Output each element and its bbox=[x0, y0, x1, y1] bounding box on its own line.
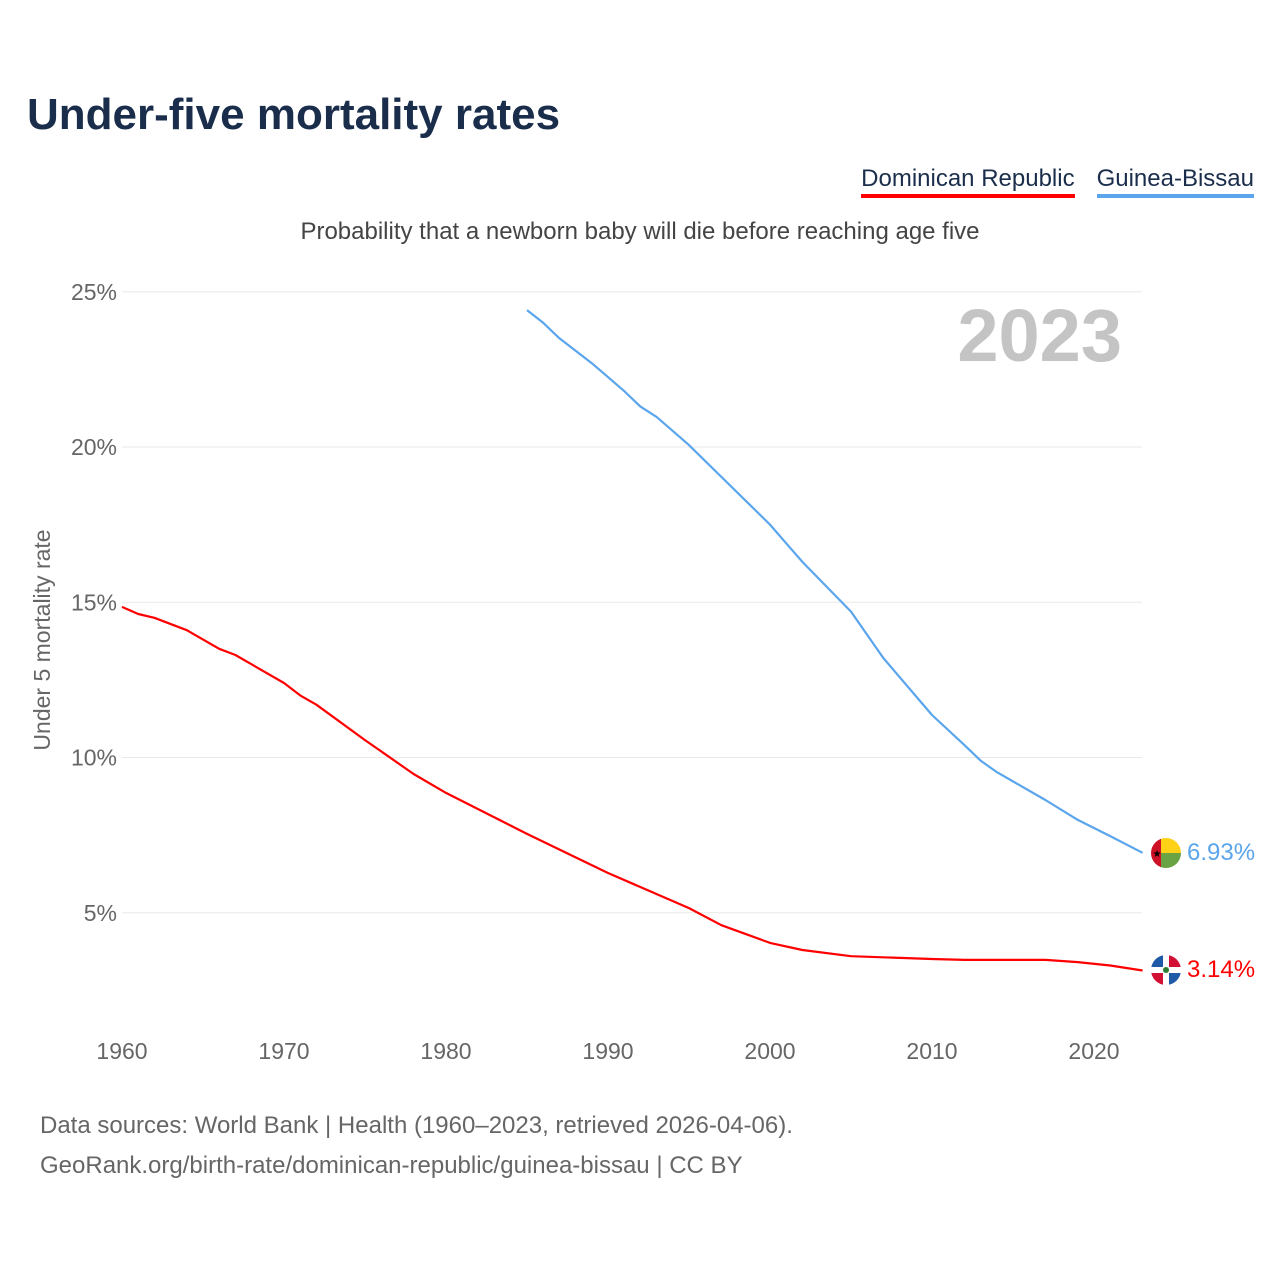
x-tick-label: 2000 bbox=[744, 1038, 795, 1064]
guinea-bissau-flag-icon: ★ bbox=[1151, 838, 1181, 868]
chart-title: Under-five mortality rates bbox=[27, 90, 561, 139]
legend-guinea-bissau[interactable]: Guinea-Bissau bbox=[1096, 165, 1254, 198]
x-tick-label: 1990 bbox=[582, 1038, 633, 1064]
x-tick-label: 2010 bbox=[906, 1038, 957, 1064]
y-tick-label: 5% bbox=[84, 900, 117, 926]
footer: Data sources: World Bank | Health (1960–… bbox=[40, 1106, 793, 1186]
y-tick-label: 10% bbox=[71, 745, 117, 771]
y-tick-label: 25% bbox=[71, 279, 117, 305]
legend-dominican-republic[interactable]: Dominican Republic bbox=[861, 165, 1075, 198]
x-tick-label: 2020 bbox=[1068, 1038, 1119, 1064]
y-tick-label: 15% bbox=[71, 589, 117, 615]
series-line-guinea-bissau bbox=[526, 309, 1144, 854]
y-axis-label: Under 5 mortality rate bbox=[29, 529, 55, 750]
dominican-republic-flag-icon bbox=[1151, 955, 1181, 985]
year-label: 2023 bbox=[957, 294, 1122, 377]
data-source: Data sources: World Bank | Health (1960–… bbox=[40, 1112, 793, 1139]
end-label-dominican-republic: 3.14% bbox=[1187, 956, 1255, 983]
legend: Dominican Republic Guinea-Bissau bbox=[861, 165, 1254, 198]
series-line-dominican-republic bbox=[121, 605, 1143, 972]
x-tick-label: 1960 bbox=[96, 1038, 147, 1064]
svg-text:★: ★ bbox=[1153, 849, 1162, 860]
x-tick-label: 1980 bbox=[420, 1038, 471, 1064]
end-label-guinea-bissau: 6.93% bbox=[1187, 839, 1255, 866]
x-tick-label: 1970 bbox=[258, 1038, 309, 1064]
source-url[interactable]: GeoRank.org/birth-rate/dominican-republi… bbox=[40, 1152, 743, 1179]
y-tick-label: 20% bbox=[71, 434, 117, 460]
chart-subtitle: Probability that a newborn baby will die… bbox=[300, 218, 980, 245]
